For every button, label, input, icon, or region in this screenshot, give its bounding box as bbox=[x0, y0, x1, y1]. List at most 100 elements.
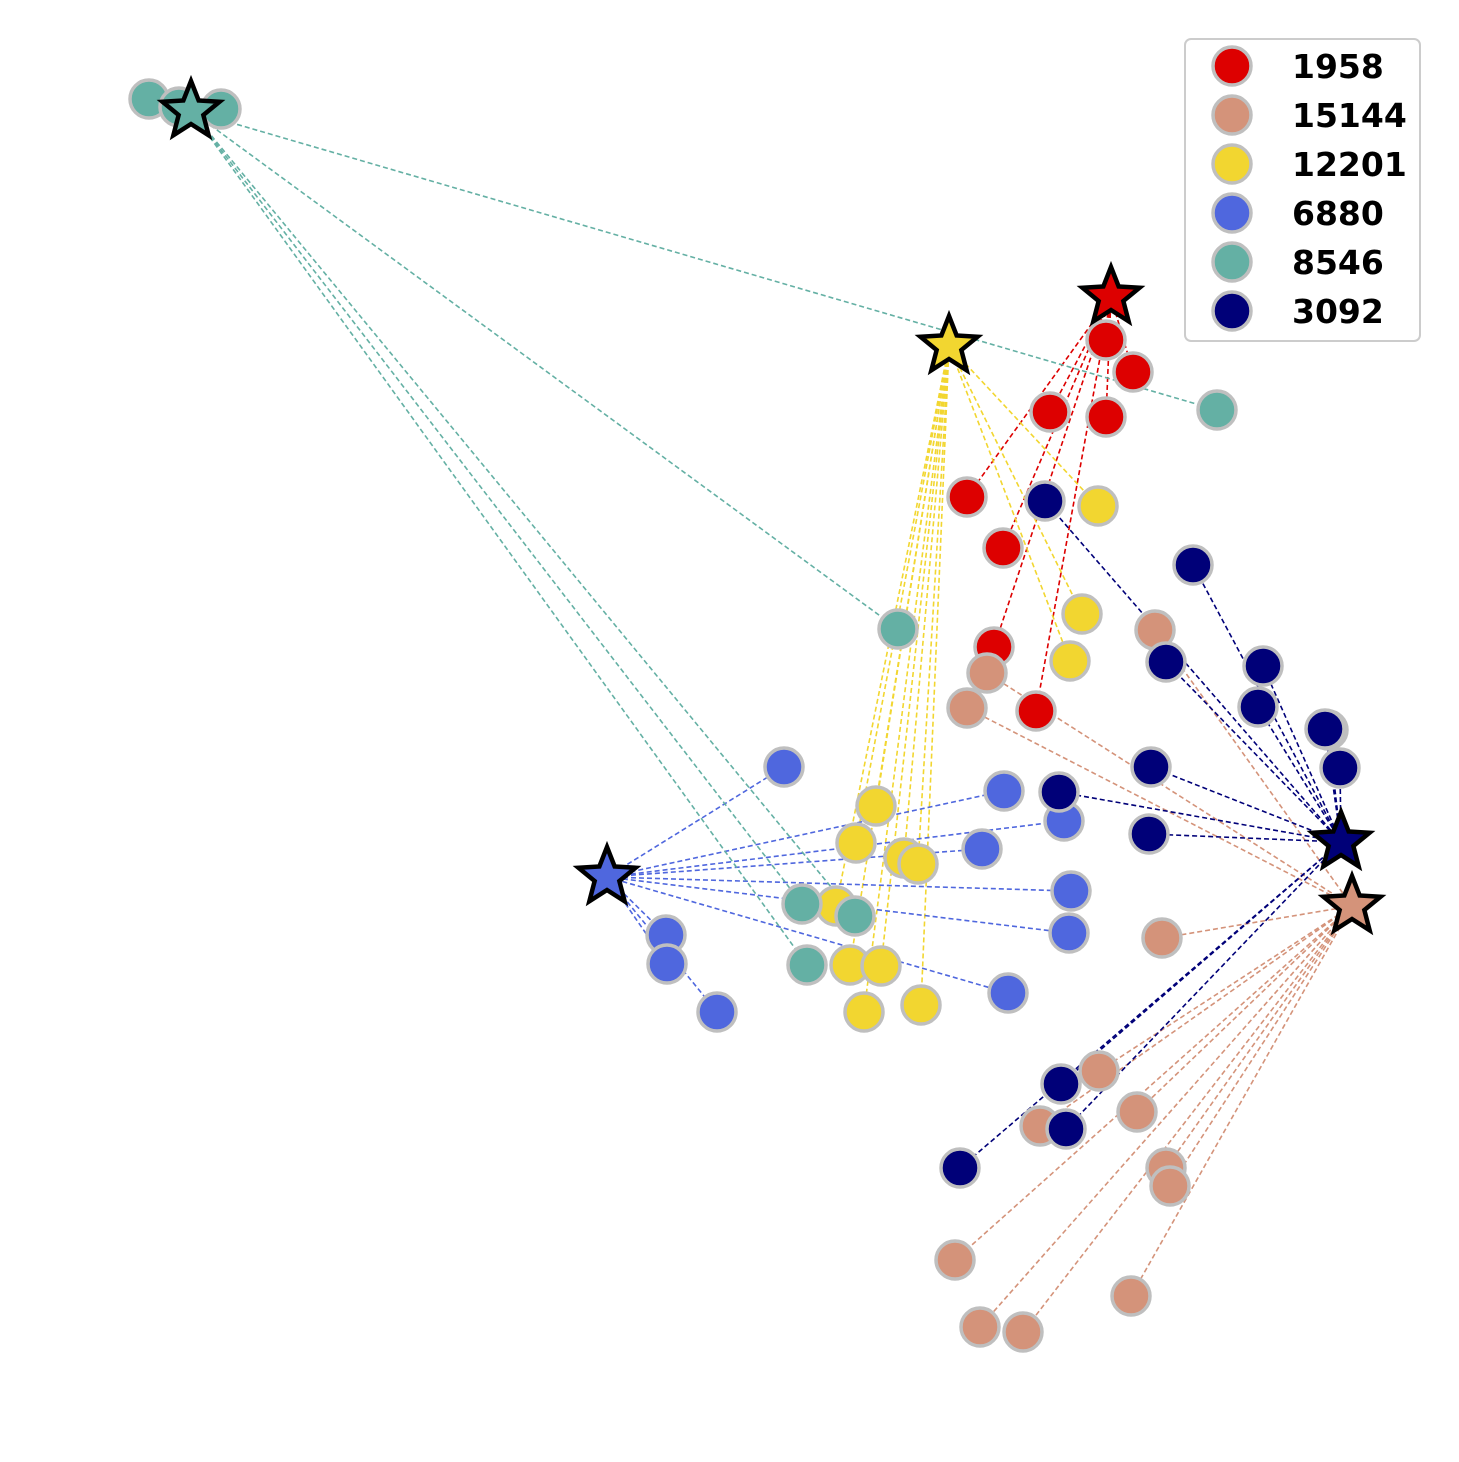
connector-line-12201-4 bbox=[855, 345, 950, 844]
connector-line-1958-6 bbox=[993, 296, 1112, 648]
connector-line-15144-2 bbox=[966, 707, 1353, 907]
data-point-12201-1 bbox=[1061, 593, 1103, 635]
center-star-15144 bbox=[1317, 869, 1387, 936]
legend-label-8546: 8546 bbox=[1292, 243, 1384, 282]
connector-line-15144-12 bbox=[1022, 905, 1353, 1333]
data-point-12201-6 bbox=[897, 843, 939, 885]
connector-lines bbox=[148, 98, 1353, 1333]
connector-line-15144-3 bbox=[1161, 905, 1353, 939]
data-point-15144-11 bbox=[959, 1306, 1001, 1348]
data-point-12201-2 bbox=[1049, 640, 1091, 682]
center-star-12201 bbox=[914, 309, 984, 376]
data-point-1958-7 bbox=[1015, 690, 1057, 732]
connector-line-12201-6 bbox=[917, 345, 950, 865]
legend-label-12201: 12201 bbox=[1292, 145, 1407, 184]
legend-label-6880: 6880 bbox=[1292, 194, 1384, 233]
data-point-8546-7 bbox=[786, 944, 828, 986]
data-point-15144-2 bbox=[946, 687, 988, 729]
data-point-15144-12 bbox=[1002, 1311, 1044, 1353]
data-point-3092-1 bbox=[1172, 544, 1214, 586]
connector-line-8546-3 bbox=[190, 110, 1218, 411]
data-point-3092-11 bbox=[1040, 1063, 1082, 1105]
data-point-3092-2 bbox=[1145, 641, 1187, 683]
data-point-3092-0 bbox=[1024, 480, 1066, 522]
data-point-3092-7 bbox=[1319, 747, 1361, 789]
data-point-1958-3 bbox=[1085, 396, 1127, 438]
data-point-1958-0 bbox=[1085, 319, 1127, 361]
connector-line-12201-11 bbox=[920, 345, 950, 1006]
data-point-15144-6 bbox=[1116, 1091, 1158, 1133]
data-point-6880-3 bbox=[961, 828, 1003, 870]
data-point-6880-4 bbox=[1050, 870, 1092, 912]
legend-marker-3092 bbox=[1211, 290, 1253, 332]
legend-label-3092: 3092 bbox=[1292, 292, 1384, 331]
connector-line-1958-7 bbox=[1035, 296, 1112, 712]
connector-line-12201-8 bbox=[849, 345, 950, 966]
connector-line-12201-2 bbox=[948, 345, 1071, 662]
data-point-3092-10 bbox=[1128, 813, 1170, 855]
data-point-1958-4 bbox=[946, 476, 988, 518]
data-point-12201-3 bbox=[855, 785, 897, 827]
data-point-8546-6 bbox=[834, 895, 876, 937]
connector-line-3092-10 bbox=[1148, 833, 1342, 843]
data-point-15144-9 bbox=[934, 1239, 976, 1281]
data-point-12201-0 bbox=[1077, 485, 1119, 527]
data-point-3092-8 bbox=[1130, 746, 1172, 788]
connector-line-6880-9 bbox=[606, 876, 1009, 994]
connector-line-15144-8 bbox=[1169, 905, 1353, 1187]
connector-line-15144-10 bbox=[1130, 905, 1353, 1297]
data-point-3092-4 bbox=[1237, 686, 1279, 728]
connector-line-8546-7 bbox=[190, 110, 808, 966]
connector-line-12201-7 bbox=[835, 345, 950, 907]
data-point-1958-5 bbox=[982, 527, 1024, 569]
data-point-8546-4 bbox=[877, 608, 919, 650]
connector-line-6880-8 bbox=[606, 876, 718, 1013]
data-point-6880-5 bbox=[1048, 912, 1090, 954]
connector-line-6880-2 bbox=[606, 820, 1065, 878]
data-points bbox=[128, 78, 1361, 1353]
connector-line-8546-5 bbox=[190, 110, 803, 905]
data-point-6880-8 bbox=[696, 991, 738, 1033]
data-point-12201-10 bbox=[843, 991, 885, 1033]
legend-label-1958: 1958 bbox=[1292, 47, 1384, 86]
connector-line-3092-0 bbox=[1044, 500, 1342, 843]
legend-marker-6880 bbox=[1211, 192, 1253, 234]
cluster-centers bbox=[156, 74, 1387, 936]
connector-line-15144-11 bbox=[979, 905, 1353, 1328]
legend-marker-15144 bbox=[1211, 94, 1253, 136]
center-star-8546 bbox=[156, 74, 226, 141]
data-point-8546-5 bbox=[781, 883, 823, 925]
connector-line-15144-9 bbox=[954, 905, 1353, 1261]
legend-label-15144: 15144 bbox=[1292, 96, 1407, 135]
connector-line-12201-1 bbox=[948, 345, 1083, 615]
legend-marker-1958 bbox=[1211, 45, 1253, 87]
connector-line-12201-10 bbox=[863, 345, 950, 1013]
data-point-15144-8 bbox=[1149, 1165, 1191, 1207]
connector-line-8546-4 bbox=[190, 110, 899, 630]
connector-line-3092-3 bbox=[1262, 665, 1342, 843]
data-point-1958-1 bbox=[1112, 351, 1154, 393]
data-point-3092-12 bbox=[1045, 1108, 1087, 1150]
connector-line-3092-11 bbox=[1060, 841, 1342, 1085]
connector-line-6880-4 bbox=[606, 876, 1072, 892]
connector-line-15144-6 bbox=[1136, 905, 1353, 1113]
connector-line-6880-1 bbox=[606, 790, 1005, 878]
data-point-12201-9 bbox=[860, 945, 902, 987]
data-point-3092-9 bbox=[1038, 771, 1080, 813]
legend-marker-8546 bbox=[1211, 241, 1253, 283]
center-star-1958 bbox=[1076, 260, 1146, 327]
data-point-3092-13 bbox=[939, 1147, 981, 1189]
connector-line-3092-8 bbox=[1150, 766, 1342, 843]
center-star-3092 bbox=[1306, 805, 1376, 872]
data-point-6880-1 bbox=[983, 770, 1025, 812]
connector-line-12201-0 bbox=[948, 345, 1099, 507]
connector-line-6880-0 bbox=[606, 766, 785, 878]
data-point-6880-9 bbox=[987, 972, 1029, 1014]
data-point-8546-3 bbox=[1196, 389, 1238, 431]
data-point-6880-7 bbox=[646, 943, 688, 985]
connector-line-15144-7 bbox=[1165, 905, 1353, 1169]
legend-marker-12201 bbox=[1211, 143, 1253, 185]
data-point-15144-4 bbox=[1078, 1050, 1120, 1092]
data-point-12201-4 bbox=[835, 822, 877, 864]
